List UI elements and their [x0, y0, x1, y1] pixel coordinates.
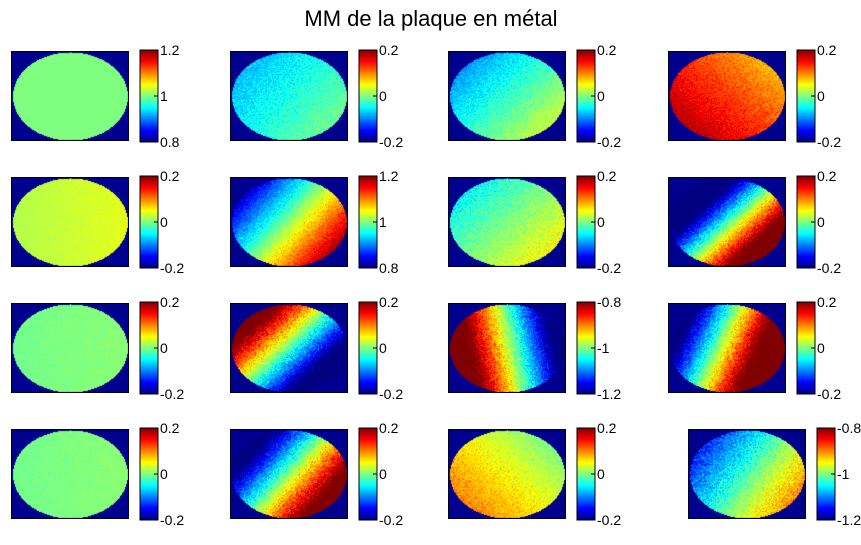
heatmap-image-m21: [11, 177, 129, 267]
colorbar-tick-label: 0: [379, 88, 387, 104]
colorbar-tick-label: 1.2: [160, 42, 180, 58]
colorbar-tick-label: -0.8: [597, 294, 621, 310]
heatmap-image-m42: [230, 429, 348, 519]
colorbar-tick-label: 0.8: [160, 134, 180, 150]
colorbar-tick-label: -0.2: [817, 386, 841, 402]
subplot-m41: -0.2 0 0.2: [11, 420, 184, 528]
colorbar-tick-label: 1: [379, 214, 387, 230]
axes-frame: [11, 177, 129, 267]
subplot-m13: -0.2 0 0.2: [448, 42, 621, 150]
colorbar-tick-label: 0: [160, 466, 168, 482]
colorbar-tick-label: -0.8: [837, 420, 861, 436]
axes-frame: [688, 429, 806, 519]
colorbar-tick-label: -0.2: [597, 260, 621, 276]
subplot-m43: -0.2 0 0.2: [448, 420, 621, 528]
colorbar-tick-label: 1: [160, 88, 168, 104]
colorbar-tick-label: 0: [379, 340, 387, 356]
colorbar-tick-label: 0: [817, 340, 825, 356]
subplot-m12: -0.2 0 0.2: [230, 42, 403, 150]
colorbar-tick-label: 0.2: [379, 294, 399, 310]
axes-frame: [448, 51, 566, 141]
colorbar-tick-label: 0.8: [379, 260, 399, 276]
colorbar-tick-label: 0.2: [160, 420, 180, 436]
colorbar-tick-label: -1.2: [837, 512, 861, 528]
heatmap-image-m34: [668, 303, 786, 393]
subplot-m44: -1.2 -1 -0.8: [688, 420, 861, 528]
subplot-m32: -0.2 0 0.2: [230, 294, 403, 402]
heatmap-image-m23: [448, 177, 566, 267]
colorbar-tick-label: -0.2: [160, 260, 184, 276]
colorbar-tick-label: 0.2: [597, 420, 617, 436]
subplot-m24: -0.2 0 0.2: [668, 168, 841, 276]
colorbar-tick-label: -1.2: [597, 386, 621, 402]
heatmap-image-m22: [230, 177, 348, 267]
subplot-m23: -0.2 0 0.2: [448, 168, 621, 276]
colorbar-tick-label: 0.2: [817, 42, 837, 58]
colorbar-tick-label: 0: [817, 214, 825, 230]
colorbar-tick-label: 0.2: [597, 42, 617, 58]
axes-frame: [668, 51, 786, 141]
subplot-m42: -0.2 0 0.2: [230, 420, 403, 528]
colorbar-tick-label: -0.2: [379, 386, 403, 402]
colorbar-tick-label: 0.2: [597, 168, 617, 184]
colorbar-tick-label: 1.2: [379, 168, 399, 184]
colorbar-tick-label: 0: [379, 466, 387, 482]
axes-frame: [230, 51, 348, 141]
colorbar-tick-label: 0: [597, 88, 605, 104]
colorbar-tick-label: -0.2: [379, 512, 403, 528]
subplot-m34: -0.2 0 0.2: [668, 294, 841, 402]
axes-frame: [11, 303, 129, 393]
colorbar-tick-label: 0.2: [379, 420, 399, 436]
axes-frame: [11, 429, 129, 519]
colorbar-tick-label: -0.2: [379, 134, 403, 150]
subplot-m21: -0.2 0 0.2: [11, 168, 184, 276]
colorbar-tick-label: 0.2: [160, 294, 180, 310]
heatmap-image-m24: [668, 177, 786, 267]
axes-frame: [230, 429, 348, 519]
axes-frame: [230, 177, 348, 267]
colorbar-tick-label: -0.2: [160, 386, 184, 402]
heatmap-image-m14: [668, 51, 786, 141]
colorbar-tick-label: -1: [837, 466, 850, 482]
subplot-grid: 0.8 1 1.2 -0.2 0 0.2 -0.2 0 0.2 -0.2 0 0.2 -0.2 0 0.2 0…: [11, 42, 861, 528]
colorbar-tick-label: 0.2: [160, 168, 180, 184]
heatmap-image-m32: [230, 303, 348, 393]
colorbar-tick-label: -0.2: [597, 512, 621, 528]
axes-frame: [448, 429, 566, 519]
subplot-m33: -1.2 -1 -0.8: [448, 294, 621, 402]
colorbar-tick-label: 0.2: [817, 294, 837, 310]
heatmap-image-m44: [688, 429, 806, 519]
heatmap-image-m41: [11, 429, 129, 519]
colorbar-tick-label: 0: [160, 340, 168, 356]
axes-frame: [668, 177, 786, 267]
heatmap-image-m43: [448, 429, 566, 519]
colorbar-tick-label: 0: [160, 214, 168, 230]
colorbar-tick-label: 0: [817, 88, 825, 104]
subplot-m31: -0.2 0 0.2: [11, 294, 184, 402]
axes-frame: [11, 51, 129, 141]
axes-frame: [668, 303, 786, 393]
heatmap-image-m33: [448, 303, 566, 393]
colorbar-tick-label: -0.2: [597, 134, 621, 150]
axes-frame: [230, 303, 348, 393]
subplot-m11: 0.8 1 1.2: [11, 42, 180, 150]
colorbar-tick-label: -0.2: [160, 512, 184, 528]
heatmap-image-m31: [11, 303, 129, 393]
heatmap-image-m12: [230, 51, 348, 141]
colorbar-tick-label: 0: [597, 466, 605, 482]
heatmap-image-m11: [11, 51, 129, 141]
colorbar-tick-label: -1: [597, 340, 610, 356]
colorbar-tick-label: 0.2: [379, 42, 399, 58]
axes-frame: [448, 177, 566, 267]
colorbar-tick-label: -0.2: [817, 260, 841, 276]
colorbar-tick-label: -0.2: [817, 134, 841, 150]
subplot-m22: 0.8 1 1.2: [230, 168, 399, 276]
colorbar-tick-label: 0.2: [817, 168, 837, 184]
colorbar-tick-label: 0: [597, 214, 605, 230]
subplot-m14: -0.2 0 0.2: [668, 42, 841, 150]
axes-frame: [448, 303, 566, 393]
heatmap-image-m13: [448, 51, 566, 141]
figure-title: MM de la plaque en métal: [304, 6, 557, 31]
